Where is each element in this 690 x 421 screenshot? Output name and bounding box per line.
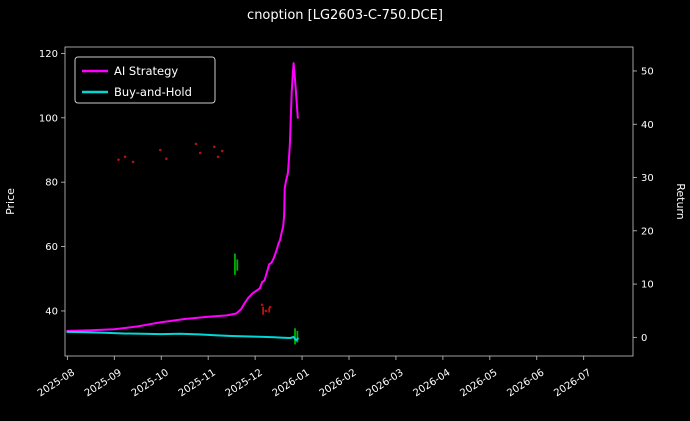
- signal-dot-red: [158, 148, 162, 152]
- signal-dot-red: [198, 151, 202, 155]
- x-tick-label: 2026-01: [271, 367, 312, 399]
- legend-label: Buy-and-Hold: [114, 85, 192, 99]
- x-tick-label: 2025-08: [36, 367, 77, 399]
- signal-dot-red: [220, 149, 224, 153]
- legend-label: AI Strategy: [114, 64, 178, 78]
- signal-bar-green: [236, 259, 239, 271]
- signal-dot-red: [212, 145, 216, 149]
- signal-dot-red: [216, 155, 220, 159]
- x-tick-label: 2026-04: [411, 367, 452, 399]
- signal-dot-red: [264, 309, 268, 313]
- x-tick-label: 2025-11: [177, 367, 218, 399]
- x-tick-label: 2025-12: [224, 367, 265, 399]
- y-tick-label-right: 50: [641, 66, 654, 77]
- signal-dot-red: [123, 155, 127, 159]
- y-axis-label-right: Return: [674, 183, 687, 220]
- signal-dot-red: [165, 157, 168, 160]
- signal-bar-red: [268, 307, 271, 313]
- signal-bar-green: [294, 328, 296, 345]
- signal-bar-green: [234, 253, 236, 275]
- x-tick-label: 2026-05: [458, 367, 499, 399]
- x-tick-label: 2026-07: [552, 367, 593, 399]
- y-tick-label-right: 30: [641, 173, 654, 184]
- signal-bar-green: [296, 330, 299, 343]
- y-tick-label-left: 60: [45, 242, 58, 253]
- series-line-buy-and-hold: [66, 330, 299, 342]
- signal-dot-red: [117, 158, 120, 161]
- y-tick-label-right: 10: [641, 280, 654, 291]
- y-tick-label-right: 40: [641, 120, 654, 131]
- signal-dot-red: [260, 303, 264, 307]
- series-line-ai-strategy: [66, 62, 299, 332]
- signal-dot-red: [131, 160, 135, 164]
- y-tick-label-right: 20: [641, 226, 654, 237]
- x-tick-label: 2025-09: [83, 367, 124, 399]
- chart-title: cnoption [LG2603-C-750.DCE]: [247, 8, 443, 23]
- legend-box: [74, 56, 216, 104]
- x-tick-label: 2026-03: [365, 367, 406, 399]
- x-tick-label: 2026-02: [318, 367, 359, 399]
- x-tick-label: 2025-10: [130, 367, 171, 399]
- x-tick-label: 2026-06: [505, 367, 546, 399]
- y-axis-label-left: Price: [4, 188, 17, 215]
- y-tick-label-left: 120: [39, 49, 58, 60]
- signal-dot-red: [194, 142, 198, 146]
- signal-bar-red: [262, 306, 264, 315]
- y-tick-label-right: 0: [641, 333, 647, 344]
- y-tick-label-left: 40: [45, 306, 58, 317]
- y-tick-label-left: 80: [45, 178, 58, 189]
- y-tick-label-left: 100: [39, 113, 58, 124]
